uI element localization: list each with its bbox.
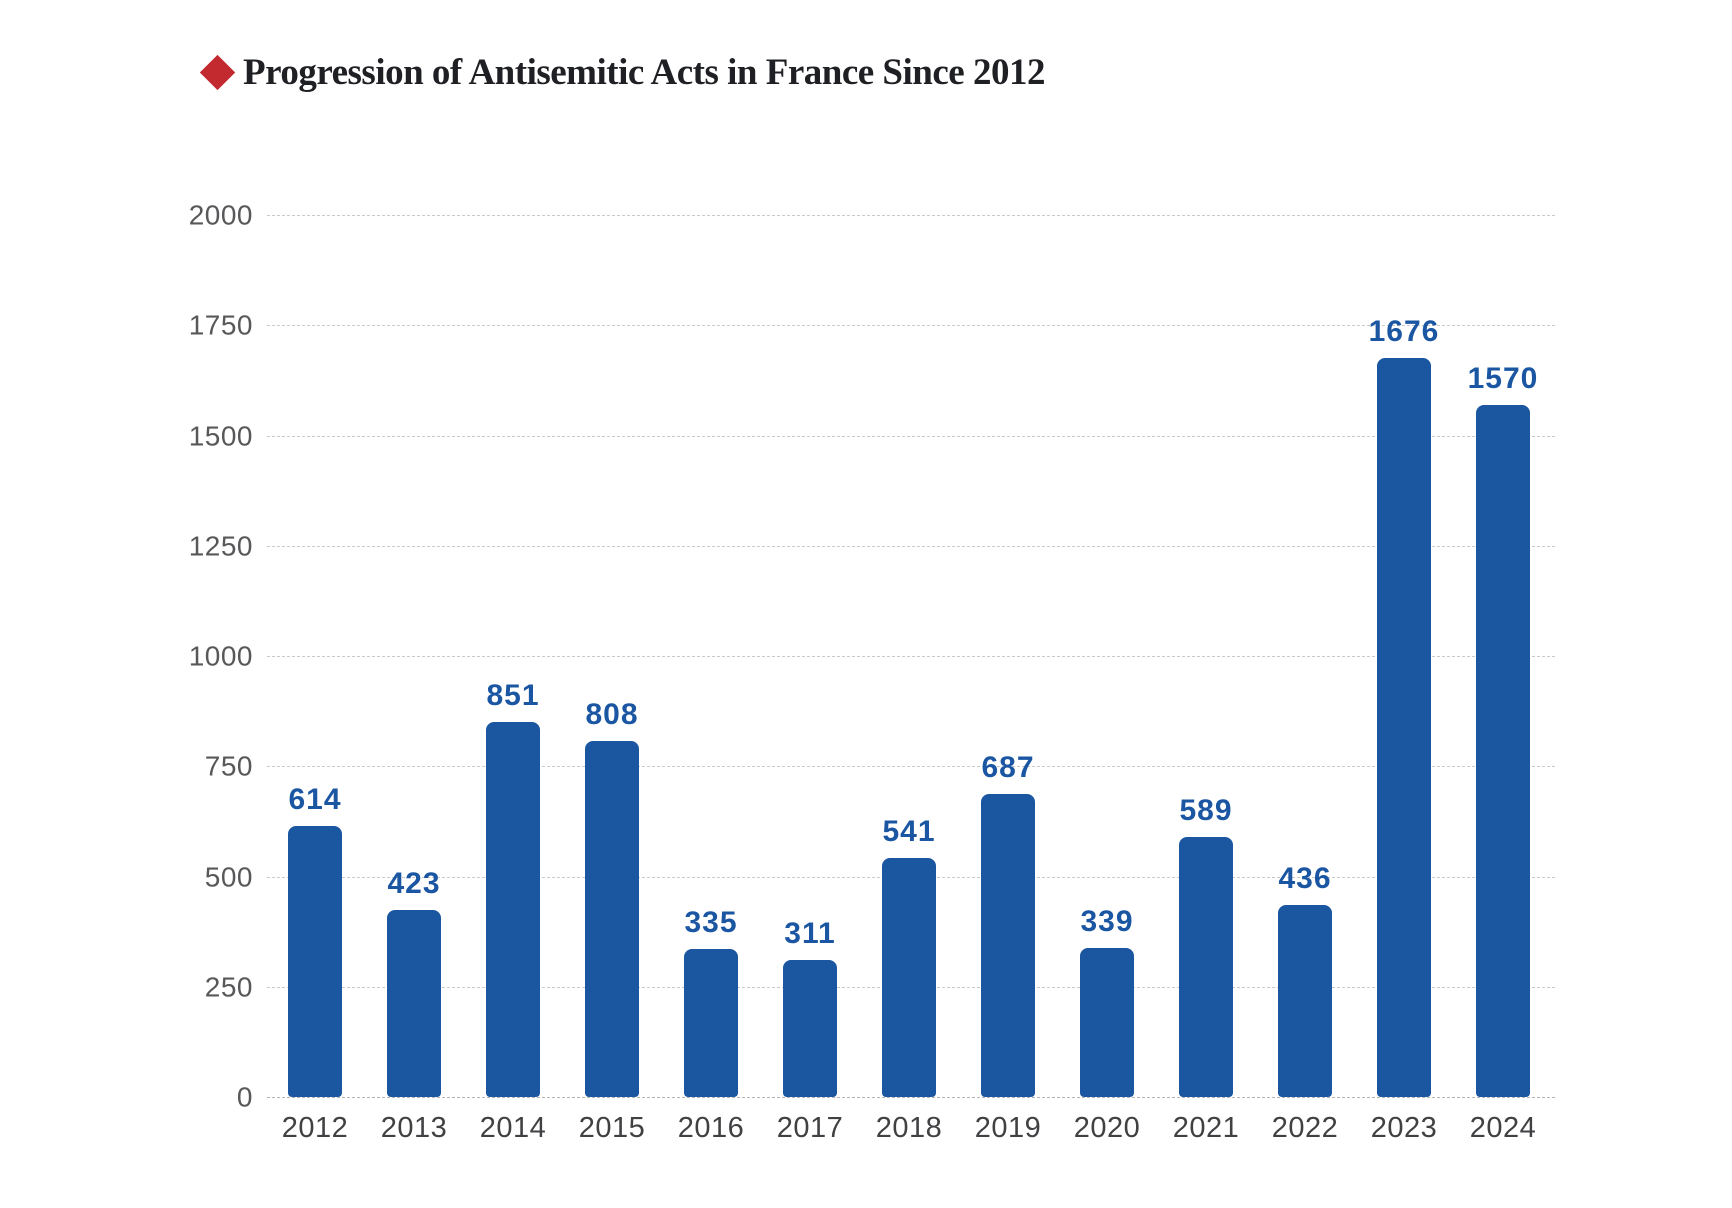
gridline-750: 750: [205, 751, 1555, 782]
bar-2020: [1080, 948, 1134, 1097]
bar-value-label-2015: 808: [585, 698, 639, 731]
bar-2014: [486, 722, 540, 1097]
bar-value-label-2024: 1570: [1467, 362, 1539, 395]
chart-header: Progression of Antisemitic Acts in Franc…: [199, 48, 1045, 96]
y-axis-tick-label: 1250: [188, 530, 253, 562]
plot-area: 2000 1750 1500 1250 1000 750 500 250 0 614 2012 423…: [189, 199, 1555, 1144]
x-axis-tick-label-2023: 2023: [1370, 1112, 1438, 1144]
bar-2019: [981, 794, 1035, 1097]
x-axis-tick-label-2022: 2022: [1271, 1112, 1339, 1144]
bar-2016: [684, 949, 738, 1097]
y-axis-tick-label: 750: [204, 750, 253, 782]
gridline-1750: 1750: [189, 310, 1555, 341]
bar-2021: [1179, 837, 1233, 1097]
bar-value-label-2018: 541: [882, 815, 936, 848]
gridline-1000: 1000: [189, 640, 1555, 671]
x-axis-tick-label-2013: 2013: [380, 1112, 448, 1144]
gridline-0: 0: [237, 1081, 1555, 1112]
bar-value-label-2016: 335: [684, 906, 738, 939]
bar-2013: [387, 910, 441, 1097]
x-axis-tick-label-2024: 2024: [1469, 1112, 1537, 1144]
bar-2022: [1278, 905, 1332, 1097]
y-axis-tick-label: 2000: [188, 199, 253, 231]
bar-value-label-2013: 423: [387, 867, 441, 900]
y-axis-tick-label: 500: [204, 860, 253, 892]
bar-2017: [783, 960, 837, 1097]
bar-value-label-2012: 614: [288, 783, 342, 816]
bar-value-label-2017: 311: [784, 917, 836, 950]
x-axis-tick-label-2015: 2015: [578, 1112, 646, 1144]
x-axis-tick-label-2018: 2018: [875, 1112, 943, 1144]
bar-value-label-2014: 851: [486, 679, 540, 712]
x-axis-tick-label-2014: 2014: [479, 1112, 547, 1144]
x-axis-tick-label-2017: 2017: [776, 1112, 844, 1144]
x-axis-tick-label-2021: 2021: [1172, 1112, 1240, 1144]
y-axis-tick-label: 250: [204, 971, 253, 1003]
bar-2023: [1377, 358, 1431, 1097]
chart-title: Progression of Antisemitic Acts in Franc…: [243, 51, 1045, 93]
y-axis-tick-label: 1000: [188, 640, 253, 672]
y-axis-tick-label: 0: [236, 1081, 253, 1113]
bar-2015: [585, 741, 639, 1097]
bar-2018: [882, 858, 936, 1097]
bar-value-label-2023: 1676: [1368, 315, 1440, 348]
bar-value-label-2019: 687: [981, 751, 1035, 784]
gridline-2000: 2000: [189, 199, 1555, 230]
x-axis-tick-label-2016: 2016: [677, 1112, 745, 1144]
x-axis-tick-label-2012: 2012: [281, 1112, 349, 1144]
bar-value-label-2021: 589: [1179, 794, 1233, 827]
y-axis-tick-label: 1750: [188, 309, 253, 341]
bar-value-label-2020: 339: [1080, 905, 1134, 938]
gridline-1250: 1250: [189, 530, 1555, 561]
bar-2012: [288, 826, 342, 1097]
x-axis-tick-label-2019: 2019: [974, 1112, 1042, 1144]
diamond-icon: [199, 54, 236, 90]
bar-2024: [1476, 405, 1530, 1097]
gridline-1500: 1500: [189, 420, 1555, 451]
y-axis-tick-label: 1500: [188, 419, 253, 451]
x-axis-tick-label-2020: 2020: [1073, 1112, 1141, 1144]
bar-value-label-2022: 436: [1278, 862, 1332, 895]
